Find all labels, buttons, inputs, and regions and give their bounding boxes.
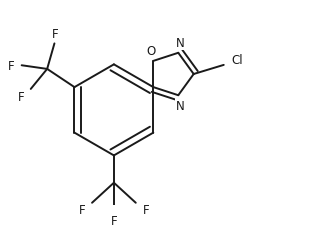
Text: N: N — [176, 37, 184, 50]
Text: F: F — [8, 59, 15, 72]
Text: F: F — [18, 90, 25, 103]
Text: N: N — [176, 99, 184, 112]
Text: Cl: Cl — [232, 54, 243, 67]
Text: F: F — [79, 203, 85, 216]
Text: F: F — [52, 28, 59, 41]
Text: O: O — [146, 45, 155, 58]
Text: F: F — [111, 214, 117, 225]
Text: F: F — [142, 203, 149, 216]
